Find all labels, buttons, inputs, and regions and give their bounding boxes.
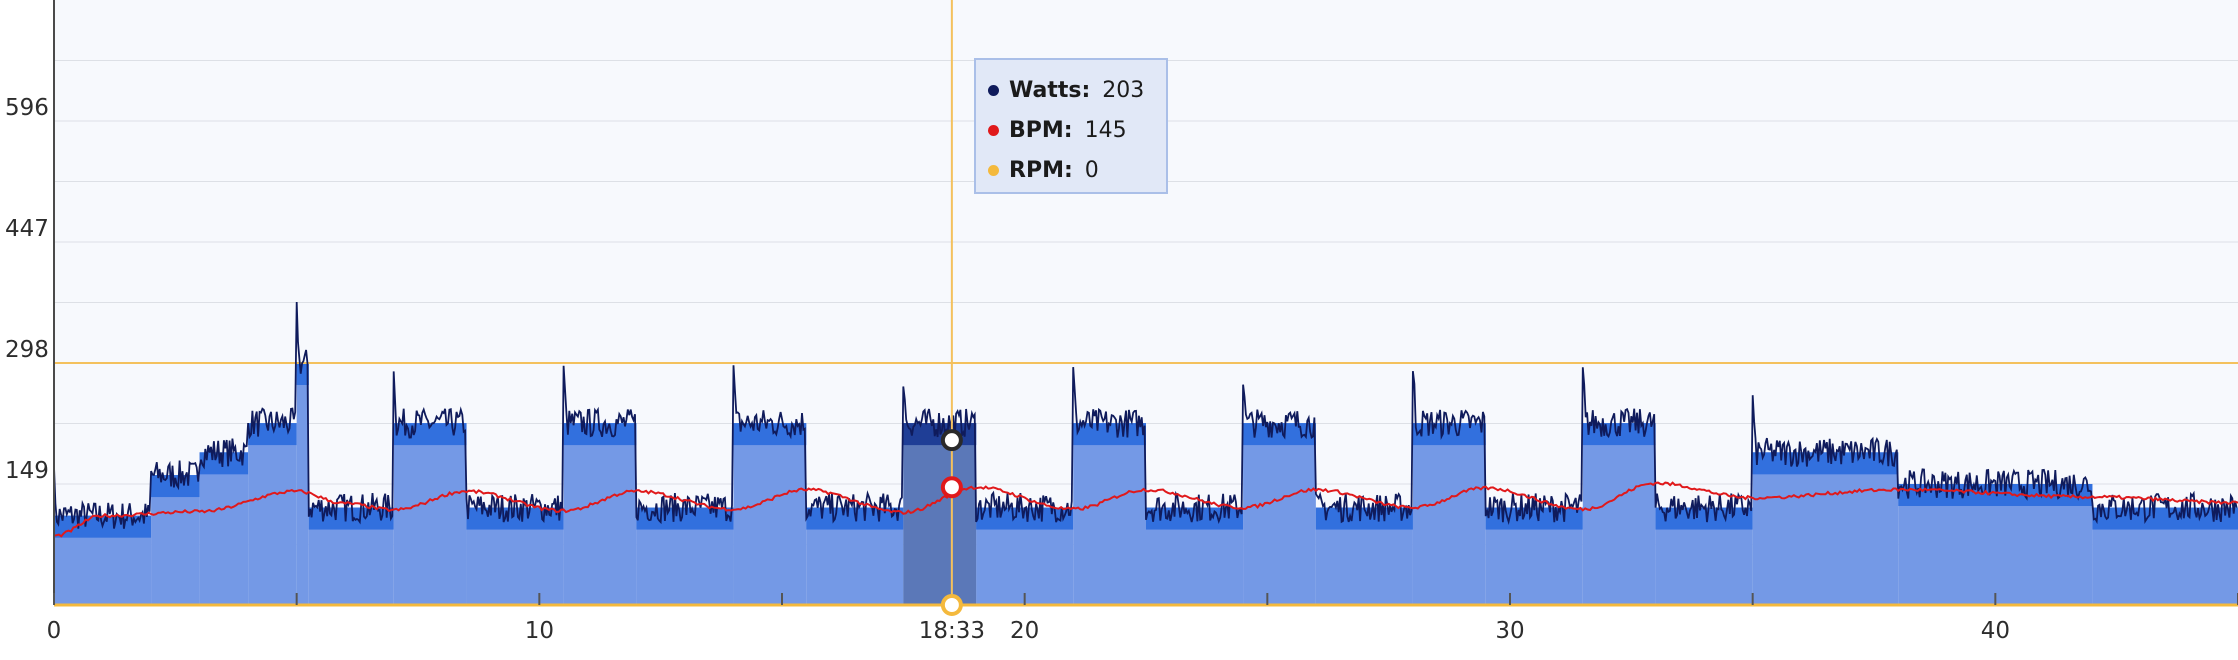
x-tick-label: 0 [47, 618, 62, 644]
tooltip-watts-value: 203 [1102, 77, 1145, 103]
x-tick-label: 30 [1495, 618, 1524, 644]
tooltip: Watts: 203 BPM: 145 RPM: 0 [974, 58, 1168, 194]
tooltip-watts-label: Watts: [1009, 77, 1091, 103]
bpm-hover-marker [940, 476, 963, 499]
rpm-legend-dot [988, 164, 999, 176]
target-block-top [1243, 423, 1316, 446]
tooltip-rpm-label: RPM: [1009, 157, 1073, 183]
target-block [1073, 423, 1146, 605]
tooltip-row-rpm: RPM: 0 [976, 150, 1166, 190]
target-block [248, 423, 297, 605]
active-block [903, 423, 977, 605]
target-block [296, 363, 309, 605]
watts-hover-marker [940, 429, 963, 452]
x-tick-label: 40 [1981, 618, 2010, 644]
target-block [733, 423, 807, 605]
target-block [1243, 423, 1316, 605]
target-block-top [1146, 507, 1244, 530]
bpm-legend-dot [988, 124, 999, 136]
target-block [393, 423, 467, 605]
target-block [563, 423, 637, 605]
crosshair-time-label: 18:33 [919, 618, 985, 644]
tooltip-bpm-label: BPM: [1009, 117, 1073, 143]
target-block-top [248, 423, 297, 446]
x-tick-label: 20 [1010, 618, 1039, 644]
y-tick-label: 447 [5, 216, 49, 242]
watts-legend-dot [988, 84, 999, 96]
bpm-line [53, 481, 2238, 538]
target-block-top [733, 423, 807, 446]
target-block [1412, 423, 1486, 605]
target-block [199, 452, 249, 605]
x-tick-label: 10 [525, 618, 554, 644]
tooltip-bpm-value: 145 [1084, 117, 1127, 143]
y-tick-label: 596 [5, 95, 49, 121]
y-tick-label: 298 [5, 337, 49, 363]
tooltip-rpm-value: 0 [1084, 157, 1099, 183]
rpm-hover-marker [940, 594, 963, 616]
target-block [1582, 423, 1656, 605]
tooltip-row-watts: Watts: 203 [976, 70, 1166, 110]
y-tick-label: 149 [5, 458, 49, 484]
tooltip-row-bpm: BPM: 145 [976, 110, 1166, 150]
target-block-top [1485, 507, 1583, 530]
watts-line [53, 301, 2238, 529]
target-block-top [1752, 452, 1899, 475]
target-block [1752, 452, 1899, 605]
